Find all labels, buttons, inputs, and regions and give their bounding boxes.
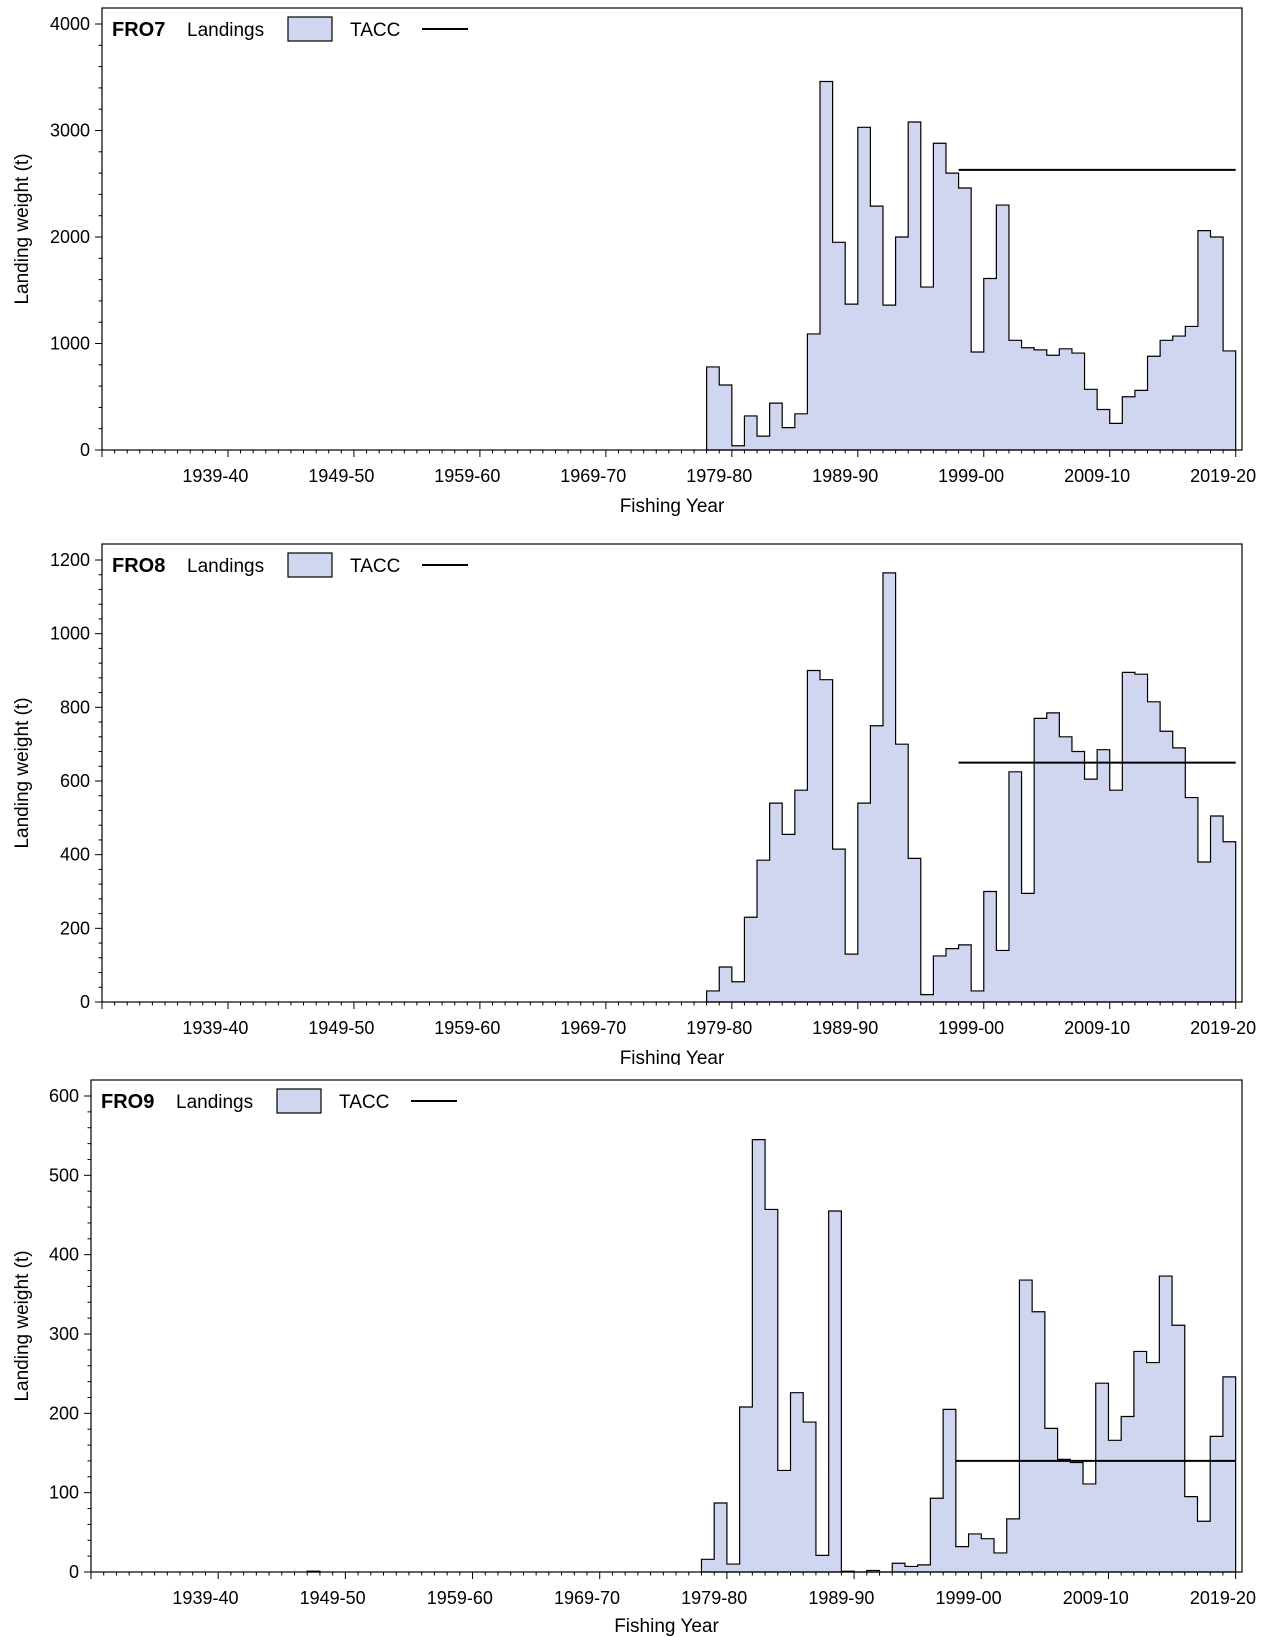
- chart-fro7: 1939-40 1949-50 1959-60 1969-70 1979-80 1989-…: [12, 7, 1256, 517]
- x-tick-label: 1999-00: [938, 1018, 1004, 1038]
- x-tick-label: 1969-70: [554, 1588, 620, 1608]
- x-tick-label: 1979-80: [681, 1588, 747, 1608]
- x-tick-label: 2009-10: [1064, 466, 1130, 486]
- legend-landings-label: Landings: [187, 556, 264, 577]
- legend-landings-label: Landings: [187, 20, 264, 41]
- x-tick-label: 1989-90: [812, 466, 878, 486]
- y-tick-label: 1000: [50, 624, 90, 644]
- chart-panel-fro9: 1939-40 1949-50 1959-60 1969-70 1979-80 1989-…: [0, 1072, 1287, 1637]
- y-tick-label: 100: [49, 1483, 79, 1503]
- x-tick-label: 1939-40: [172, 1588, 238, 1608]
- x-tick-label: 2019-20: [1190, 1588, 1256, 1608]
- x-tick-label: 1989-90: [808, 1588, 874, 1608]
- x-tick-label: 1949-50: [308, 1018, 374, 1038]
- x-tick-label: 1959-60: [434, 1018, 500, 1038]
- y-tick-label: 0: [80, 440, 90, 460]
- y-tick-label: 1000: [50, 334, 90, 354]
- chart-panel-fro8: 1939-40 1949-50 1959-60 1969-70 1979-80 1989-…: [0, 540, 1287, 1065]
- chart-title: FRO8: [112, 555, 165, 577]
- chart-title: FRO9: [101, 1091, 154, 1113]
- y-tick-label: 1200: [50, 550, 90, 570]
- y-tick-label: 600: [49, 1086, 79, 1106]
- y-tick-label: 4000: [50, 14, 90, 34]
- legend-landings-label: Landings: [176, 1092, 253, 1113]
- plot-frame: [101, 7, 1243, 451]
- y-tick-label: 200: [49, 1403, 79, 1423]
- x-tick-label: 1989-90: [812, 1018, 878, 1038]
- y-tick-label: 600: [60, 771, 90, 791]
- x-tick-label: 2009-10: [1064, 1018, 1130, 1038]
- chart-fro9: 1939-40 1949-50 1959-60 1969-70 1979-80 1989-…: [12, 1079, 1256, 1637]
- y-axis-label: Landing weight (t): [12, 1250, 33, 1401]
- y-tick-label: 400: [60, 845, 90, 865]
- x-tick-label: 1959-60: [427, 1588, 493, 1608]
- x-tick-label: 1979-80: [686, 466, 752, 486]
- x-tick-label: 1939-40: [182, 466, 248, 486]
- x-axis-label: Fishing Year: [614, 1616, 719, 1637]
- x-tick-label: 1959-60: [434, 466, 500, 486]
- y-tick-label: 0: [80, 992, 90, 1012]
- y-axis-label: Landing weight (t): [12, 153, 33, 304]
- chart-panel-fro7: 1939-40 1949-50 1959-60 1969-70 1979-80 1989-…: [0, 0, 1287, 520]
- y-tick-label: 800: [60, 697, 90, 717]
- legend-tacc-label: TACC: [350, 556, 400, 577]
- legend-tacc-label: TACC: [339, 1092, 389, 1113]
- x-axis-label: Fishing Year: [620, 496, 725, 517]
- x-tick-label: 1969-70: [560, 1018, 626, 1038]
- x-tick-label: 1999-00: [938, 466, 1004, 486]
- x-axis-label: Fishing Year: [620, 1048, 725, 1065]
- landings-area-1: [700, 1139, 1237, 1573]
- x-tick-label: 1939-40: [182, 1018, 248, 1038]
- landings-area-0: [706, 80, 1237, 451]
- legend-landings-swatch: [287, 16, 333, 42]
- y-tick-label: 200: [60, 918, 90, 938]
- y-tick-label: 300: [49, 1324, 79, 1344]
- landings-area-0: [706, 572, 1237, 1003]
- y-tick-label: 500: [49, 1165, 79, 1185]
- plot-frame: [90, 1079, 1243, 1573]
- x-tick-label: 2019-20: [1190, 466, 1256, 486]
- chart-fro8: 1939-40 1949-50 1959-60 1969-70 1979-80 1989-…: [12, 543, 1256, 1065]
- x-tick-label: 1979-80: [686, 1018, 752, 1038]
- x-tick-label: 1949-50: [300, 1588, 366, 1608]
- y-tick-label: 2000: [50, 227, 90, 247]
- y-tick-label: 400: [49, 1245, 79, 1265]
- y-axis-label: Landing weight (t): [12, 697, 33, 848]
- x-tick-label: 2009-10: [1063, 1588, 1129, 1608]
- legend-landings-swatch: [287, 552, 333, 578]
- y-tick-label: 0: [69, 1562, 79, 1582]
- x-tick-label: 1949-50: [308, 466, 374, 486]
- x-tick-label: 1999-00: [936, 1588, 1002, 1608]
- legend-landings-swatch: [276, 1088, 322, 1114]
- x-tick-label: 2019-20: [1190, 1018, 1256, 1038]
- chart-title: FRO7: [112, 19, 165, 41]
- x-tick-label: 1969-70: [560, 466, 626, 486]
- y-tick-label: 3000: [50, 121, 90, 141]
- legend-tacc-label: TACC: [350, 20, 400, 41]
- plot-frame: [101, 543, 1243, 1003]
